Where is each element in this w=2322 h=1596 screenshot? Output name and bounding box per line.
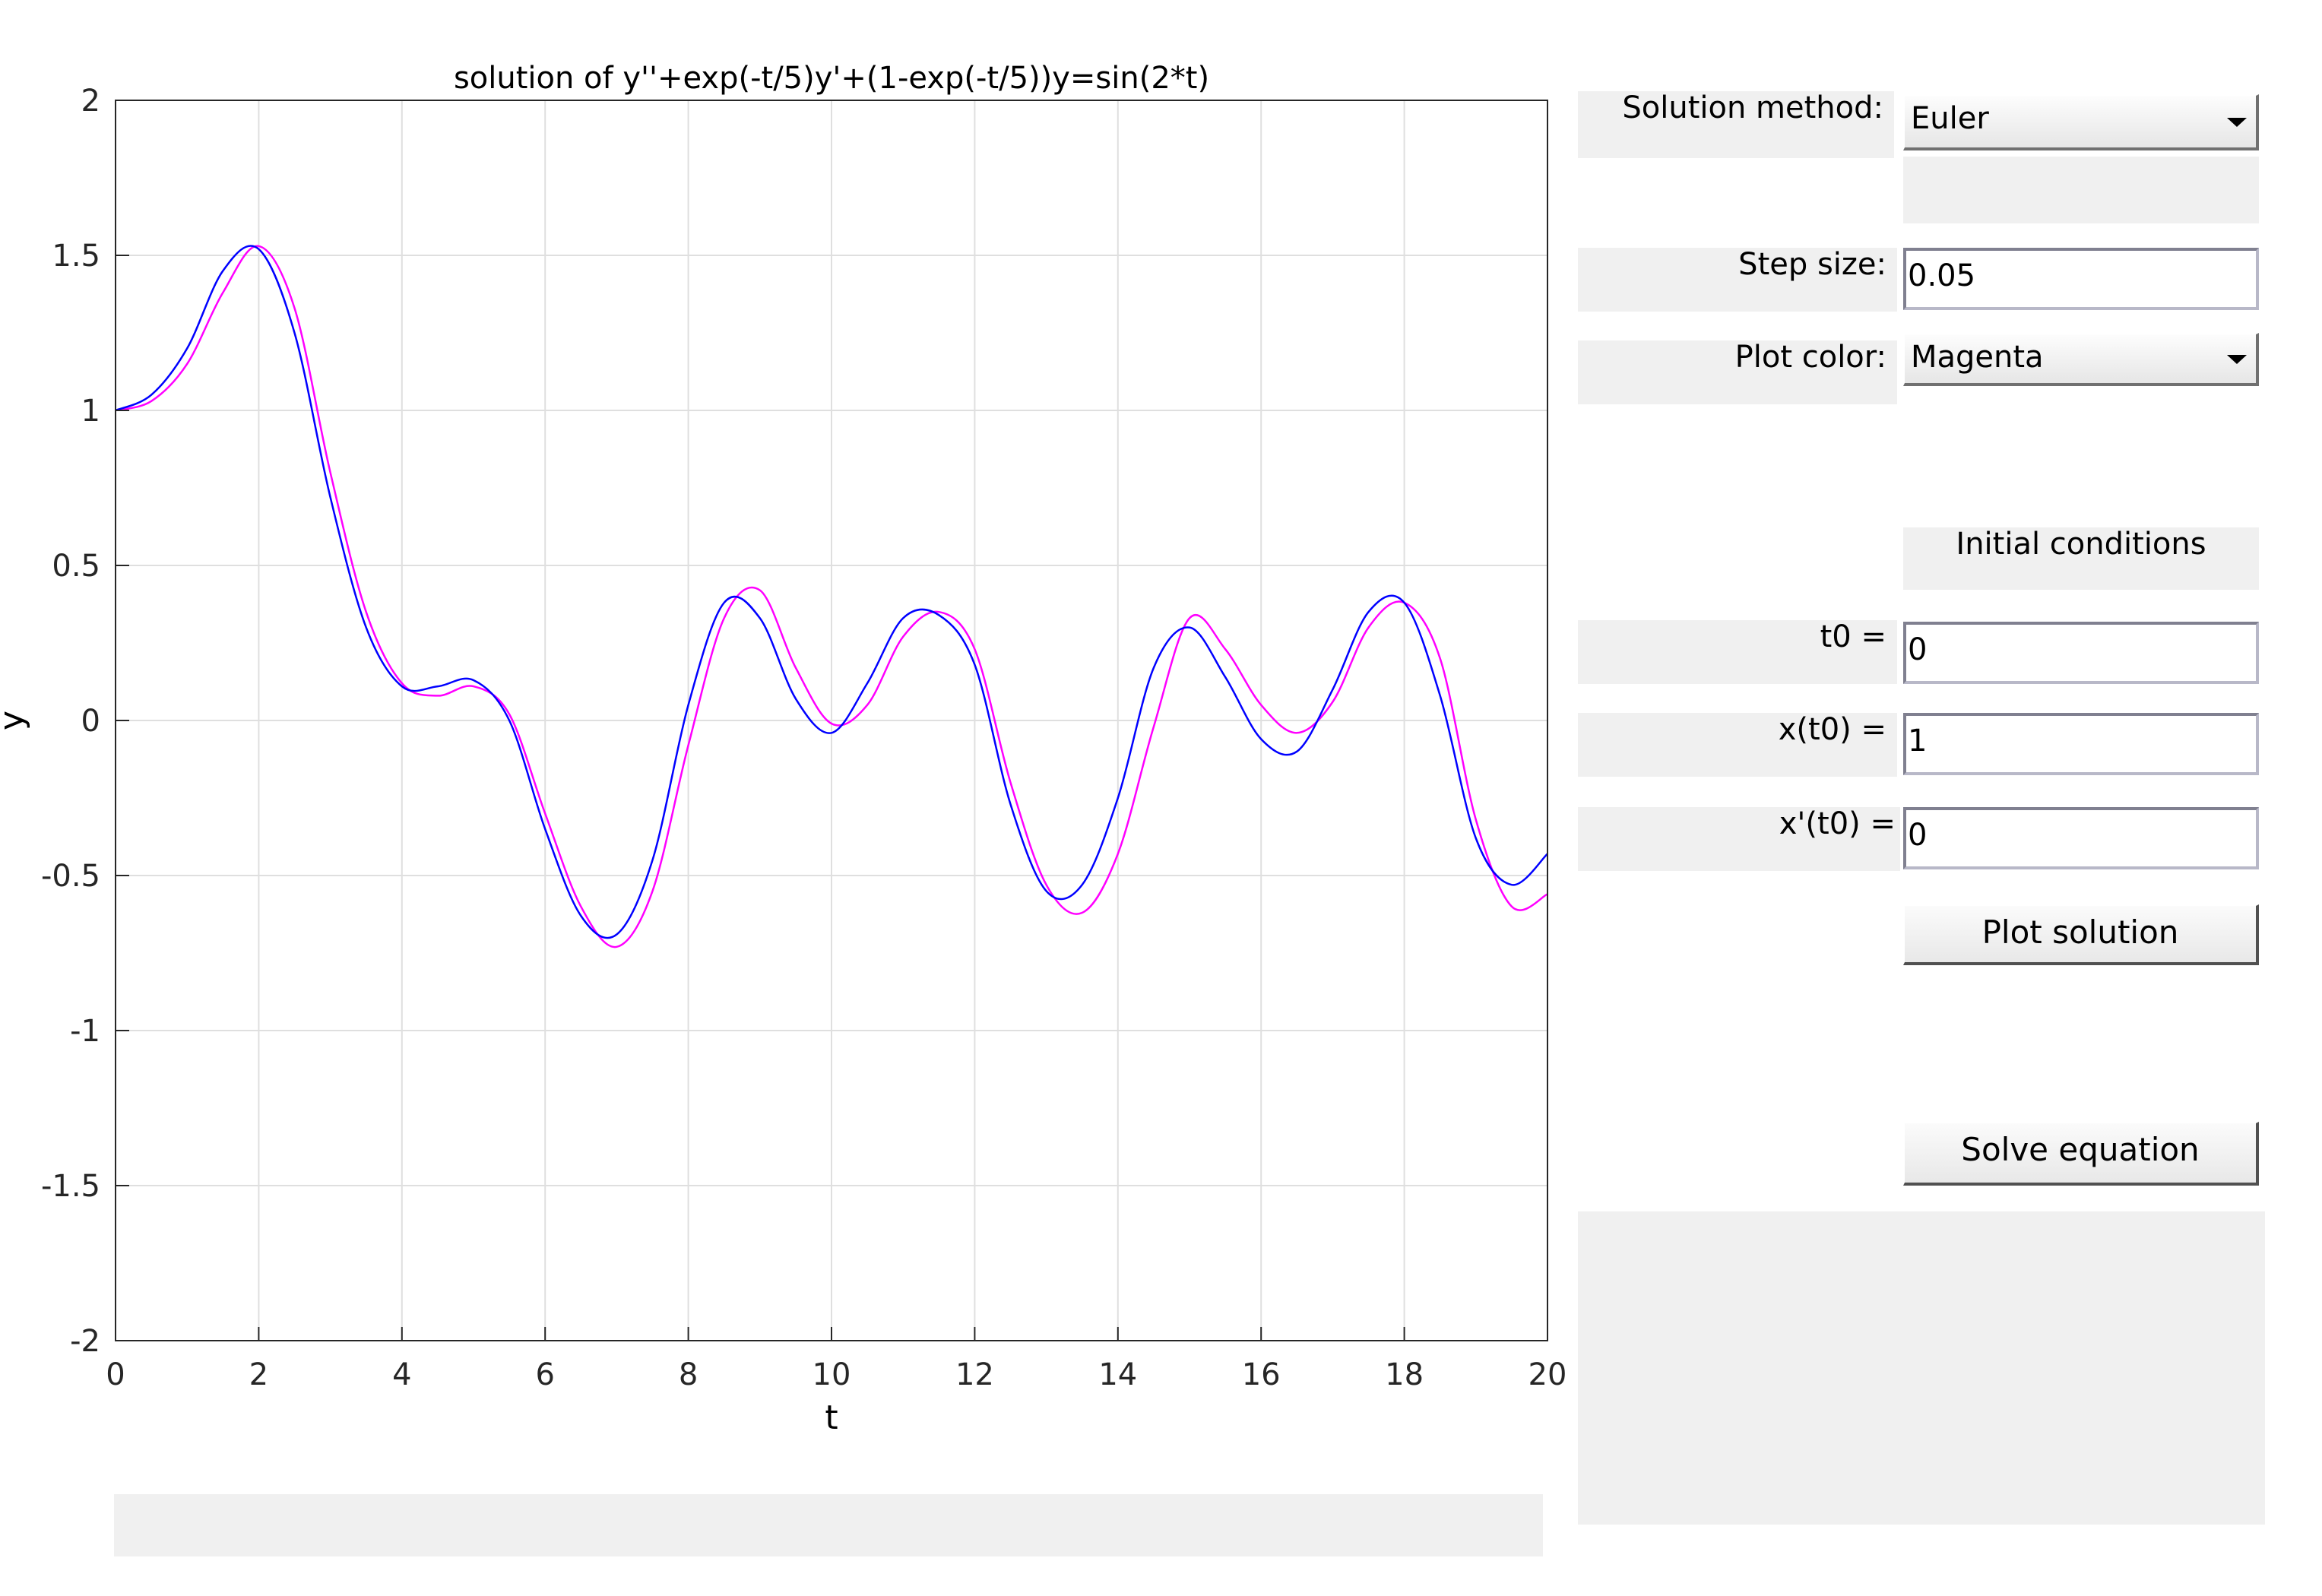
step-size-input[interactable]: 0.05 — [1903, 248, 2259, 310]
y-tick-label: 0.5 — [52, 549, 100, 584]
series-line-1 — [115, 245, 1548, 948]
x-tick-label: 12 — [955, 1357, 994, 1392]
x-axis-label: t — [825, 1398, 838, 1437]
plot-series — [115, 245, 1548, 948]
x-tick-label: 2 — [249, 1357, 268, 1392]
y-tick-label: -1.5 — [41, 1169, 100, 1204]
y-tick-label: -1 — [70, 1014, 100, 1049]
plot-grid — [115, 100, 1548, 1341]
x-tick-label: 18 — [1385, 1357, 1424, 1392]
x-tick-label: 4 — [392, 1357, 411, 1392]
x-tick-label: 8 — [679, 1357, 698, 1392]
x-tick-label: 20 — [1528, 1357, 1567, 1392]
solution-plot[interactable]: 0 2 4 6 8 10 12 14 16 18 20 2 1.5 1 0.5 0 -0.5 -1 -1.5 -2 s… — [0, 0, 1581, 1490]
plot-solution-button[interactable]: Plot solution — [1903, 904, 2259, 965]
y-tick-label: 1 — [81, 394, 100, 429]
status-bar — [114, 1494, 1543, 1556]
y-axis-label: y — [0, 711, 31, 730]
y-tick-label: 1.5 — [52, 239, 100, 274]
plot-axes — [115, 100, 1548, 1341]
chevron-down-icon — [2227, 118, 2247, 127]
x-tick-label: 0 — [106, 1357, 125, 1392]
x-tick-label: 14 — [1098, 1357, 1137, 1392]
t0-label: t0 = — [1578, 620, 1897, 684]
x-tick-label: 6 — [535, 1357, 554, 1392]
solve-equation-button[interactable]: Solve equation — [1903, 1122, 2259, 1186]
x-tick-label: 16 — [1242, 1357, 1281, 1392]
y-tick-label: 2 — [81, 84, 100, 119]
tick-labels: 0 2 4 6 8 10 12 14 16 18 20 2 1.5 1 0.5 0 -0.5 -1 -1.5 -2 — [41, 84, 1567, 1392]
dx0-input[interactable]: 0 — [1903, 807, 2259, 869]
dx0-label: x'(t0) = — [1578, 807, 1900, 871]
method-info-panel — [1903, 157, 2259, 223]
x-tick-label: 10 — [813, 1357, 851, 1392]
plot-color-label: Plot color: — [1578, 340, 1897, 404]
method-dropdown[interactable]: Euler — [1903, 94, 2259, 150]
initial-conditions-heading: Initial conditions — [1903, 527, 2259, 590]
method-label: Solution method: — [1578, 91, 1894, 158]
series-line-2 — [115, 245, 1548, 939]
x0-label: x(t0) = — [1578, 713, 1897, 777]
message-panel — [1578, 1211, 2265, 1525]
method-dropdown-value: Euler — [1911, 101, 1989, 136]
t0-input[interactable]: 0 — [1903, 622, 2259, 684]
plot-color-dropdown[interactable]: Magenta — [1903, 333, 2259, 386]
x0-input[interactable]: 1 — [1903, 713, 2259, 775]
chevron-down-icon — [2227, 355, 2247, 364]
step-size-label: Step size: — [1578, 248, 1897, 312]
chart-title: solution of y''+exp(-t/5)y'+(1-exp(-t/5)… — [454, 61, 1209, 96]
plot-color-dropdown-value: Magenta — [1911, 340, 2044, 375]
y-tick-label: -0.5 — [41, 859, 100, 894]
y-tick-label: 0 — [81, 704, 100, 739]
y-tick-label: -2 — [70, 1324, 100, 1359]
